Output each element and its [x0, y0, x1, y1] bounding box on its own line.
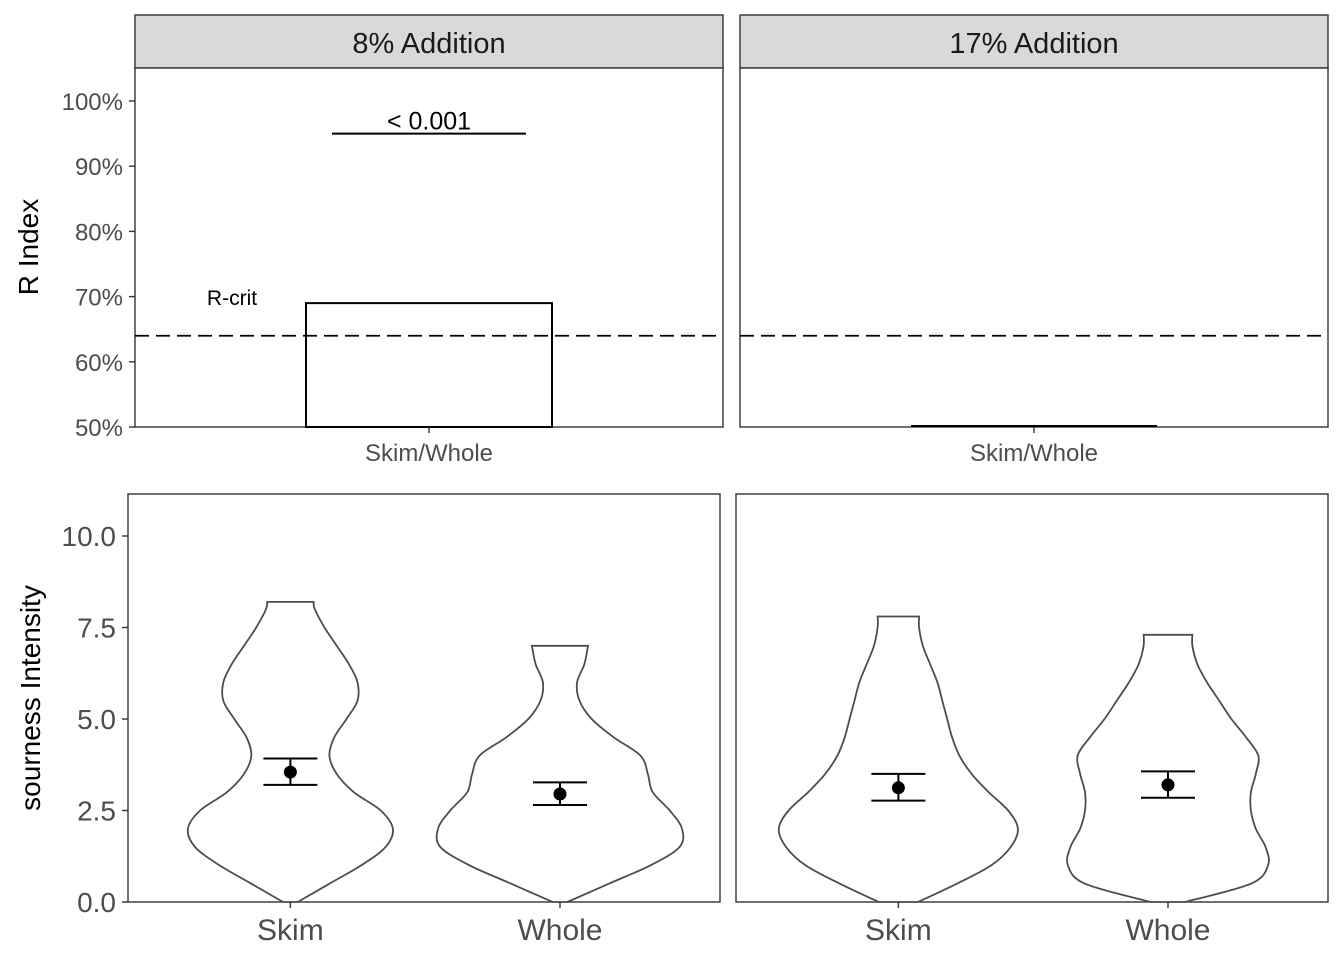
- violin-panel-8pct: [127, 493, 721, 903]
- violin-whole: [435, 644, 685, 903]
- r-index-panel-8pct: R-crit < 0.001: [134, 67, 724, 428]
- x-tick-label: Whole: [517, 914, 602, 947]
- violin-skim: [777, 615, 1019, 903]
- significance-label: < 0.001: [387, 108, 471, 136]
- violin-panel-17pct: [735, 493, 1329, 903]
- facet-label-17pct: 17% Addition: [949, 28, 1118, 60]
- y-tick-label: 7.5: [77, 613, 116, 644]
- bar-skim-whole: [305, 302, 553, 428]
- mean-point-whole: [1161, 778, 1175, 792]
- y-tick-label: 90%: [75, 154, 123, 181]
- y-tick-label: 5.0: [77, 704, 116, 735]
- violin-whole: [1066, 633, 1270, 903]
- y-tick-label: 10.0: [62, 521, 117, 552]
- mean-point-skim: [283, 765, 297, 779]
- r-crit-label: R-crit: [207, 287, 257, 310]
- r-index-axis-title: R Index: [13, 199, 44, 296]
- violin-skim: [186, 601, 394, 903]
- y-tick-label: 0.0: [77, 887, 116, 918]
- y-tick-label: 80%: [75, 219, 123, 246]
- sourness-axis-title: sourness Intensity: [15, 585, 46, 811]
- r-index-panel-17pct: [739, 67, 1329, 428]
- y-tick-label: 50%: [75, 415, 123, 442]
- y-tick-label: 60%: [75, 350, 123, 377]
- x-tick-label: Whole: [1125, 914, 1210, 947]
- x-tick-label: Skim: [257, 914, 324, 947]
- facet-strip-8pct: 8% Addition: [134, 14, 724, 69]
- x-tick-label: Skim: [865, 914, 932, 947]
- y-tick-label: 70%: [75, 285, 123, 312]
- y-tick-label: 2.5: [77, 796, 116, 827]
- y-tick-label: 100%: [62, 89, 123, 116]
- x-tick-label: Skim/Whole: [970, 440, 1098, 467]
- mean-point-whole: [553, 787, 567, 801]
- facet-strip-17pct: 17% Addition: [739, 14, 1329, 69]
- mean-point-skim: [891, 781, 905, 795]
- facet-label-8pct: 8% Addition: [352, 28, 505, 60]
- x-tick-label: Skim/Whole: [365, 440, 493, 467]
